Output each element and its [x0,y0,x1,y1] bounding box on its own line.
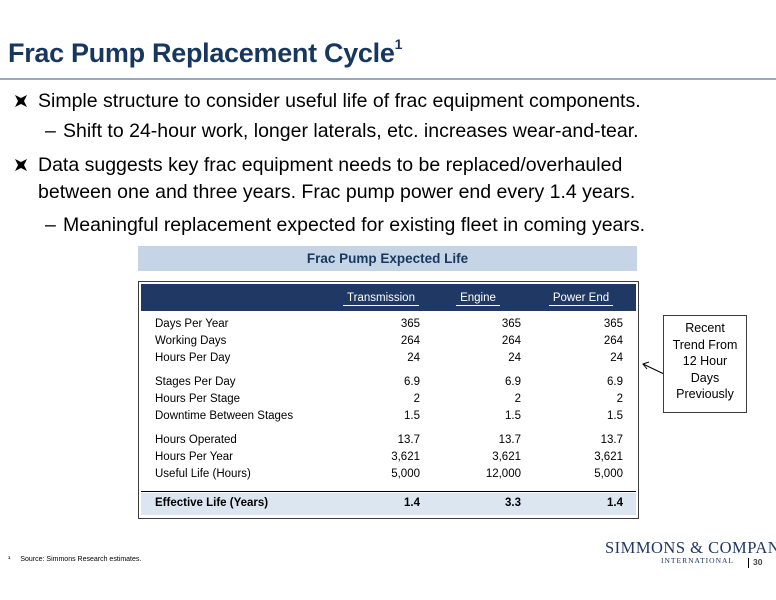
cell-engine: 2 [514,393,521,405]
bullet-star-icon [15,159,27,171]
column-header: Engine [436,292,520,306]
sub-bullet-dash: – [45,120,56,142]
callout-line: Recent [685,321,725,335]
sub-bullet-item: – Shift to 24-hour work, longer laterals,… [45,118,639,145]
summary-divider [141,491,636,492]
cell-engine: 24 [508,352,521,364]
cell-power-end: 6.9 [607,376,623,388]
cell-engine: 12,000 [485,468,521,480]
page-number-divider [748,558,749,568]
summary-power-end: 1.4 [607,497,623,509]
footnote-text: Source: Simmons Research estimates. [20,556,142,563]
title-text: Frac Pump Replacement Cycle [8,38,395,68]
cell-transmission: 5,000 [391,468,420,480]
cell-engine: 1.5 [505,410,521,422]
cell-power-end: 2 [616,393,623,405]
cell-power-end: 264 [603,335,623,347]
cell-engine: 264 [501,335,521,347]
cell-engine: 13.7 [498,434,521,446]
summary-engine: 3.3 [505,497,521,509]
expected-life-table: Transmission Engine Power End Days Per Y… [138,281,639,519]
column-header: Transmission [329,292,433,306]
sub-bullet-dash: – [45,214,56,236]
title-rule [0,78,776,80]
column-header: Power End [533,292,629,306]
callout-line: Days [690,370,720,385]
row-label: Hours Per Stage [155,393,241,405]
cell-transmission: 6.9 [404,376,420,388]
title-footnote-marker: 1 [394,36,403,52]
callout-line: 12 Hour [682,354,728,368]
page-title: Frac Pump Replacement Cycle1 [8,36,403,69]
bullet-text: Data suggests key frac equipment needs t… [38,154,623,176]
cell-transmission: 2 [413,393,420,405]
cell-transmission: 13.7 [397,434,420,446]
bullet-star-icon [15,95,27,107]
table-header: Transmission Engine Power End [141,284,636,311]
callout-arrow-icon [642,361,665,375]
callout-box: Recent Trend From 12 Hour Days Previousl… [663,315,747,413]
row-label: Downtime Between Stages [155,410,294,422]
cell-engine: 6.9 [505,376,521,388]
row-label: Hours Operated [155,434,237,446]
cell-transmission: 1.5 [404,410,420,422]
sub-bullet-item: – Meaningful replacement expected for exi… [45,212,645,239]
row-label: Useful Life (Hours) [155,468,251,480]
row-label: Hours Per Year [155,451,233,463]
row-label: Stages Per Day [155,376,236,388]
footnote-marker: ¹ [8,556,11,563]
cell-power-end: 3,621 [594,451,623,463]
cell-transmission: 264 [400,335,420,347]
cell-power-end: 13.7 [600,434,623,446]
company-logo: SIMMONS & COMPANY [605,538,776,557]
callout-line: Trend From [672,337,738,352]
cell-transmission: 24 [407,352,420,364]
row-label: Days Per Year [155,318,229,330]
callout-line: Previously [676,387,734,401]
cell-transmission: 3,621 [391,451,420,463]
bullet-text-continued: between one and three years. Frac pump p… [38,181,636,203]
sub-bullet-text: Meaningful replacement expected for exis… [63,214,646,236]
bullet-text: Simple structure to consider useful life… [38,90,641,112]
footnote: ¹ Source: Simmons Research estimates. [8,556,141,563]
cell-engine: 365 [501,318,521,330]
summary-row: Effective Life (Years) 1.4 3.3 1.4 [141,493,636,515]
table-title: Frac Pump Expected Life [138,246,637,271]
summary-transmission: 1.4 [404,497,420,509]
cell-power-end: 1.5 [607,410,623,422]
row-label: Working Days [155,335,227,347]
cell-power-end: 5,000 [594,468,623,480]
page-number: 30 [753,557,763,567]
cell-power-end: 365 [603,318,623,330]
company-logo-subtitle: INTERNATIONAL [661,556,734,565]
cell-power-end: 24 [610,352,623,364]
cell-engine: 3,621 [492,451,521,463]
cell-transmission: 365 [400,318,420,330]
sub-bullet-text: Shift to 24-hour work, longer laterals, … [63,120,639,142]
row-label: Hours Per Day [155,352,231,364]
summary-label: Effective Life (Years) [155,497,269,509]
